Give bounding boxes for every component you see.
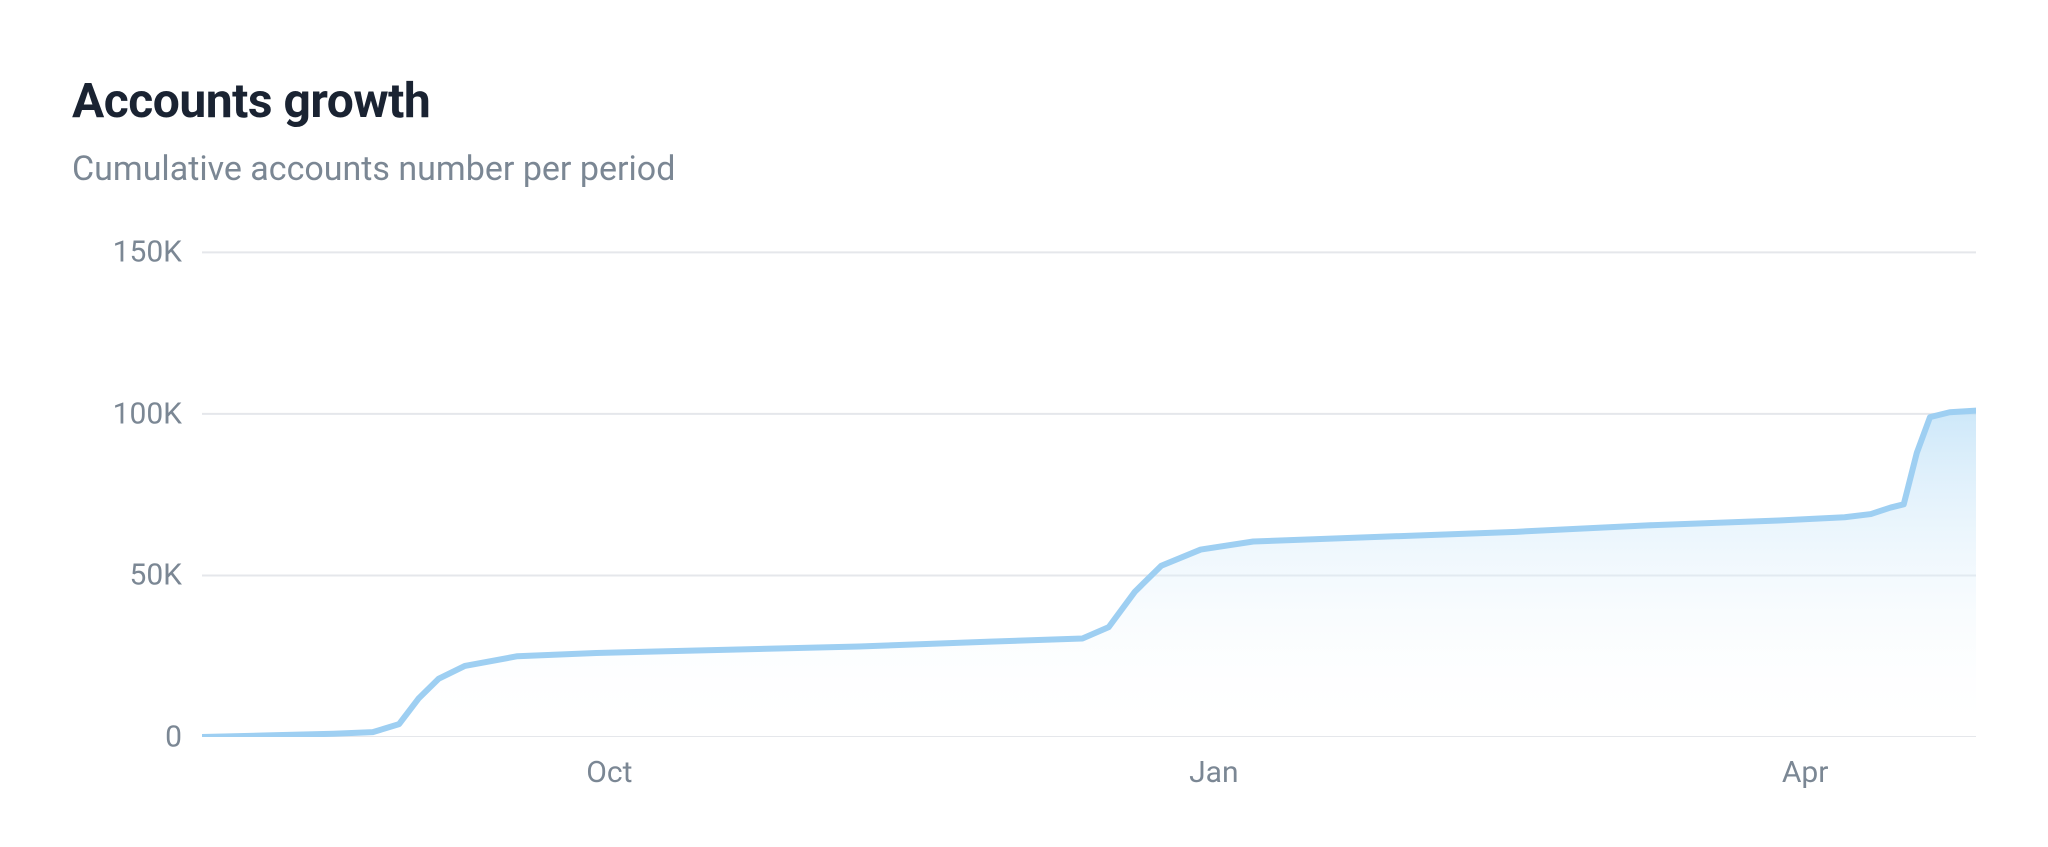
x-tick-label: Jan [1189, 755, 1238, 790]
series-area [202, 411, 1976, 737]
chart-title: Accounts growth [72, 72, 1976, 129]
plot-area[interactable] [202, 220, 1976, 737]
plot-wrap: 0 50K 100K 150K Oct Jan Apr [72, 220, 1976, 807]
y-axis: 050K100K150K [72, 220, 202, 737]
chart-subtitle: Cumulative accounts number per period [72, 149, 1976, 189]
x-axis: Oct Jan Apr [202, 737, 1976, 807]
x-tick-label: Oct [586, 755, 632, 790]
y-tick-label: 100K [72, 396, 182, 431]
y-tick-label: 50K [72, 558, 182, 593]
accounts-growth-card: Accounts growth Cumulative accounts numb… [0, 0, 2048, 847]
y-tick-label: 150K [72, 235, 182, 270]
x-tick-label: Apr [1782, 755, 1829, 790]
y-tick-label: 0 [72, 720, 182, 755]
area-chart-svg [202, 220, 1976, 737]
